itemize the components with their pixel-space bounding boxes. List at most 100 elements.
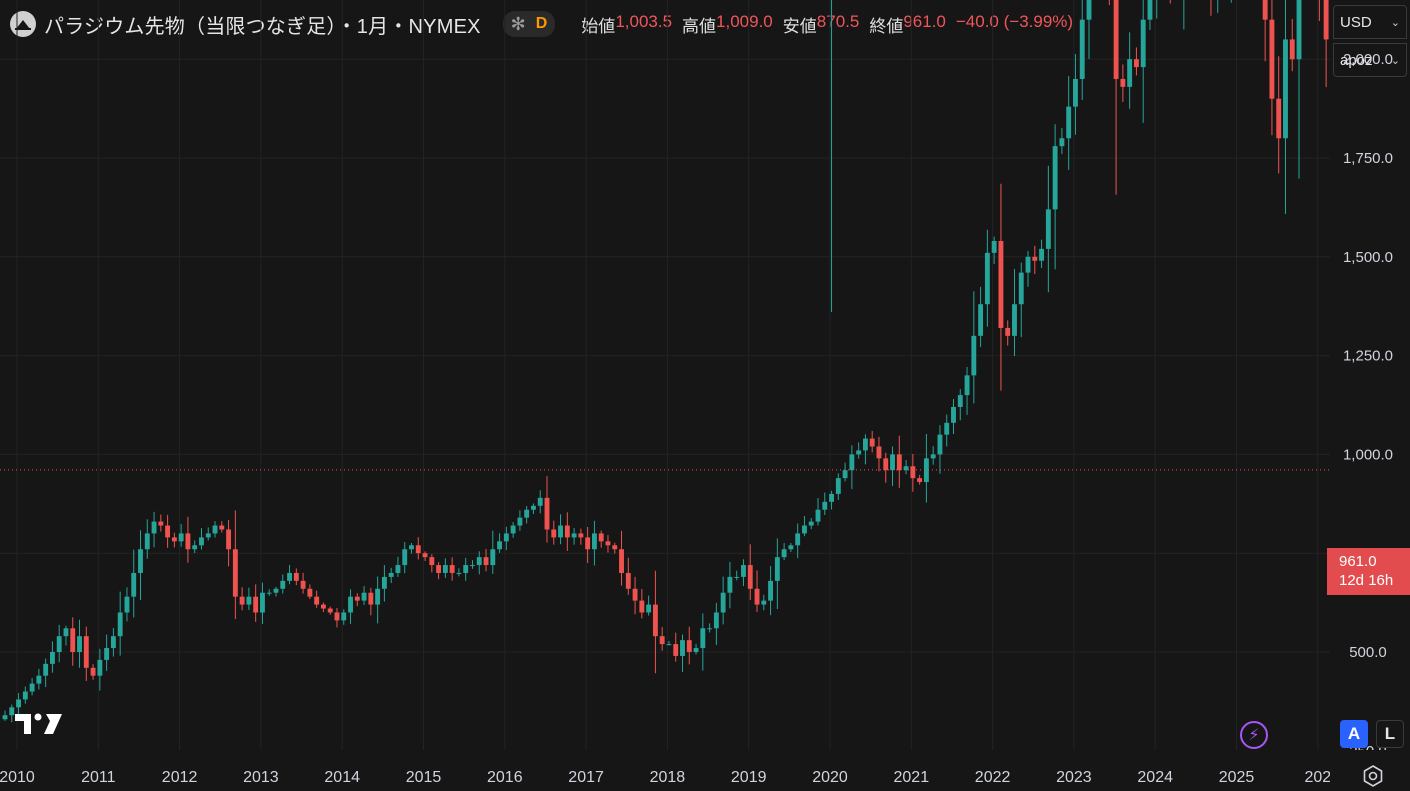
- y-tick-label: 1,750.0: [1343, 150, 1393, 167]
- x-tick-label: 2022: [975, 769, 1011, 786]
- candle-body: [110, 636, 116, 649]
- candle-body: [632, 588, 638, 601]
- candle-body: [896, 454, 902, 471]
- candle-body: [1296, 0, 1302, 60]
- candle-body: [923, 458, 929, 483]
- candle-body: [1032, 256, 1038, 261]
- candle-body: [991, 240, 997, 253]
- candle-body: [260, 592, 265, 613]
- candle-body: [497, 541, 503, 550]
- candle-body: [734, 576, 740, 578]
- candle-body: [219, 525, 225, 530]
- candle-body: [463, 565, 469, 573]
- candle-body: [361, 592, 367, 601]
- tradingview-logo-icon[interactable]: [15, 712, 63, 736]
- candle-body: [1073, 78, 1078, 107]
- candle-body: [680, 640, 685, 656]
- currency-select[interactable]: USD ⌄: [1333, 5, 1407, 39]
- palladium-logo-icon[interactable]: [10, 11, 36, 37]
- last-price-tag: 961.0 12d 16h: [1327, 548, 1410, 595]
- unit-value: apoz: [1340, 51, 1373, 69]
- candle-body: [2, 715, 8, 720]
- low-value: 870.5: [816, 11, 860, 31]
- y-tick-label: 1,500.0: [1343, 249, 1393, 266]
- symbol-title[interactable]: パラジウム先物（当限つなぎ足）・1月・NYMEX: [44, 15, 481, 38]
- candle-body: [368, 592, 374, 605]
- candle-body: [442, 565, 448, 573]
- candle-body: [307, 588, 313, 597]
- candle-body: [226, 529, 232, 550]
- low-label: 安値: [782, 16, 817, 36]
- candle-body: [1269, 19, 1275, 99]
- price-chart-plot[interactable]: [0, 0, 1330, 750]
- high-value: 1,009.0: [716, 11, 773, 31]
- candle-body: [727, 576, 733, 593]
- candle-body: [205, 533, 211, 538]
- candle-body: [585, 537, 591, 550]
- candle-body: [1066, 106, 1072, 139]
- candle-body: [537, 497, 543, 506]
- candle-body: [104, 648, 110, 660]
- candle-body: [774, 557, 780, 581]
- candle-body: [16, 699, 21, 708]
- candle-body: [842, 470, 848, 479]
- candle-body: [1018, 272, 1024, 305]
- candle-body: [510, 525, 516, 534]
- candle-body: [612, 545, 618, 550]
- candle-body: [551, 529, 557, 538]
- candle-body: [930, 454, 936, 459]
- candle-body: [835, 478, 841, 494]
- candle-body: [707, 628, 713, 630]
- candle-body: [517, 517, 523, 526]
- auto-scale-button[interactable]: A: [1340, 720, 1368, 748]
- settings-icon[interactable]: [1362, 765, 1384, 787]
- candle-body: [639, 600, 645, 613]
- lightning-icon[interactable]: ⚡: [1240, 721, 1268, 749]
- candle-body: [713, 612, 719, 629]
- candle-body: [212, 525, 218, 534]
- candle-body: [1289, 39, 1295, 60]
- unit-select[interactable]: apoz ⌄: [1333, 43, 1407, 77]
- candle-body: [36, 675, 42, 684]
- candle-body: [686, 640, 692, 652]
- candle-body: [829, 493, 834, 502]
- candle-body: [571, 533, 577, 538]
- candle-body: [1025, 256, 1031, 273]
- x-tick-label: 2012: [162, 769, 198, 786]
- candle-body: [964, 375, 970, 396]
- candle-body: [1147, 0, 1153, 20]
- candle-body: [131, 572, 137, 597]
- candle-body: [185, 533, 191, 550]
- x-tick-label: 2025: [1219, 769, 1255, 786]
- candle-body: [1127, 59, 1133, 87]
- candle-body: [280, 580, 286, 589]
- open-label: 始値: [581, 16, 616, 36]
- candle-body: [151, 521, 157, 534]
- candle-body: [341, 612, 347, 621]
- open-value: 1,003.5: [615, 11, 673, 31]
- last-price-value: 961.0: [1339, 553, 1377, 570]
- x-tick-label: 2023: [1056, 769, 1092, 786]
- time-axis[interactable]: 2010 2011 2012 2013 2014 2015 2016 2017 2018 2019…: [0, 750, 1330, 791]
- candle-body: [1086, 0, 1092, 20]
- candle-body: [558, 525, 563, 538]
- candle-body: [781, 549, 787, 558]
- currency-value: USD: [1340, 13, 1372, 31]
- x-tick-label: 2024: [1137, 769, 1173, 786]
- candle-body: [334, 612, 340, 621]
- candle-body: [49, 652, 55, 664]
- candle-body: [293, 572, 299, 581]
- log-scale-button[interactable]: L: [1376, 720, 1404, 748]
- candle-body: [246, 596, 252, 605]
- x-tick-label: 2015: [406, 769, 442, 786]
- candle-body: [83, 636, 89, 668]
- status-badge[interactable]: ✻ D: [502, 11, 556, 37]
- price-axis[interactable]: 250.0500.0750.01,000.01,250.01,500.01,75…: [1330, 0, 1410, 750]
- candle-body: [266, 592, 272, 594]
- candle-body: [652, 604, 658, 637]
- x-tick-label: 202: [1304, 769, 1330, 786]
- candle-body: [1323, 0, 1329, 40]
- asterisk-icon: ✻: [510, 13, 526, 34]
- candle-body: [43, 663, 49, 676]
- ohlc-readout: 始値 1,003.5 高値 1,009.0 安値 870.5 終値 961.0 −40.…: [581, 12, 1073, 37]
